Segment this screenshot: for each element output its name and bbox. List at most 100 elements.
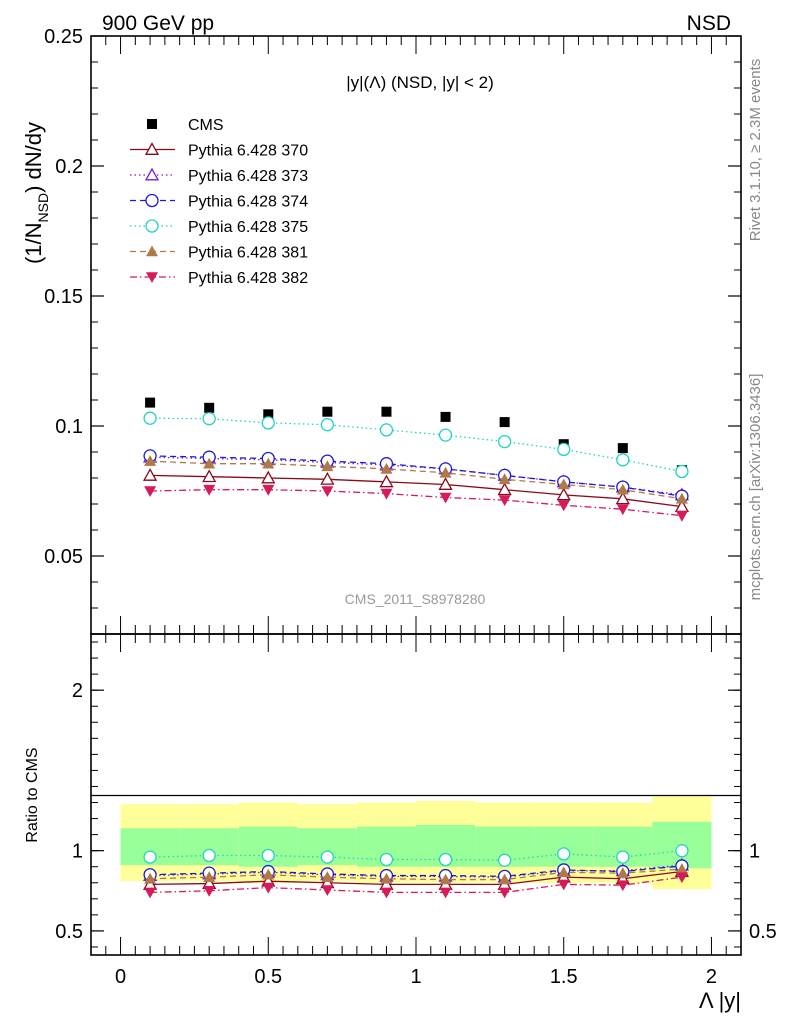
x-tick-label: 1: [410, 966, 421, 988]
y-tick-label-right: 1: [749, 841, 760, 863]
x-tick-label: 0: [115, 966, 126, 988]
data-point: [145, 219, 159, 233]
main-y-axis-label: (1/NNSD) dN/dy: [21, 122, 51, 264]
legend-label: Pythia 6.428 370: [188, 143, 308, 160]
series-line: [150, 864, 682, 878]
data-point: [320, 850, 335, 864]
data-point: [145, 193, 159, 208]
data-point: [320, 418, 335, 432]
rivet-version-text: Rivet 3.1.10, ≥ 2.3M events: [747, 59, 764, 242]
data-point: [675, 464, 689, 479]
legend-item: Pythia 6.428 374: [130, 194, 308, 211]
data-point: [557, 478, 570, 490]
series-pythia-6-428-375: [143, 844, 689, 867]
data-point: [321, 460, 334, 472]
data-point: [380, 887, 393, 899]
data-point: [146, 245, 158, 257]
data-point: [379, 423, 394, 437]
data-point: [438, 428, 453, 442]
data-point: [202, 469, 217, 483]
main-axes: 0.05 0.1 0.15 0.2 0.25: [44, 26, 742, 635]
data-point: [497, 853, 512, 867]
series-line: [150, 455, 683, 497]
series-pythia-6-428-373: [142, 449, 690, 501]
data-point: [144, 142, 160, 155]
legend-item: Pythia 6.428 370: [130, 142, 308, 160]
data-point: [322, 406, 333, 417]
data-point: [617, 443, 628, 454]
data-point: [142, 468, 158, 481]
series-pythia-6-428-370: [142, 468, 690, 513]
data-point: [262, 882, 275, 894]
data-point: [262, 457, 275, 469]
data-point: [439, 873, 452, 885]
ratio-plot-border: [90, 633, 742, 956]
legend-item: Pythia 6.428 373: [130, 167, 308, 185]
series-pythia-6-428-382: [144, 484, 688, 522]
data-point: [144, 167, 160, 181]
data-point: [321, 885, 334, 896]
data-point: [144, 486, 157, 497]
series-line: [150, 868, 682, 881]
header-left: 900 GeV pp: [102, 12, 214, 35]
data-point: [556, 487, 571, 501]
series-cms: [145, 397, 687, 476]
series-line: [150, 460, 683, 500]
data-point: [439, 492, 452, 504]
data-point: [262, 868, 275, 880]
data-point: [204, 402, 215, 413]
data-point: [440, 411, 451, 422]
series-line: [150, 417, 683, 473]
data-point: [263, 409, 274, 420]
data-point: [203, 457, 216, 469]
data-point: [498, 495, 511, 507]
data-point: [143, 411, 157, 425]
data-point: [261, 416, 275, 430]
data-point: [320, 471, 335, 485]
data-point: [497, 482, 512, 496]
data-point: [261, 848, 275, 863]
main-series-group: [142, 397, 690, 522]
data-point: [499, 417, 510, 428]
series-line: [150, 489, 682, 517]
series-pythia-6-428-375: [143, 411, 689, 479]
data-point: [498, 473, 511, 485]
data-point: [616, 867, 629, 878]
data-point: [675, 872, 688, 884]
data-point: [557, 500, 570, 512]
series-pythia-6-428-374: [143, 449, 689, 503]
data-point: [438, 852, 453, 867]
ratio-series-group: [142, 844, 690, 899]
legend-item: CMS: [147, 117, 224, 134]
data-point: [380, 462, 393, 474]
y-tick-label: 0.25: [44, 26, 83, 48]
data-point: [261, 470, 276, 484]
legend-label: Pythia 6.428 374: [188, 194, 308, 211]
data-point: [675, 863, 688, 874]
series-line: [150, 456, 682, 496]
data-point: [675, 844, 689, 858]
data-point: [380, 872, 393, 884]
data-point: [439, 887, 452, 899]
ratio-plot-frame: [90, 633, 742, 956]
ratio-band-inner: [534, 826, 594, 867]
data-point: [202, 848, 216, 863]
x-axis-label: Λ |y|: [699, 988, 741, 1013]
data-point: [379, 474, 394, 488]
y-tick-label: 0.2: [55, 156, 83, 178]
data-point: [557, 442, 571, 457]
data-point: [616, 504, 629, 516]
y-tick-label: 2: [72, 680, 83, 702]
data-point: [145, 397, 156, 408]
data-point: [439, 466, 452, 478]
ratio-y-axis-label: Ratio to CMS: [24, 747, 41, 842]
legend-label: Pythia 6.428 382: [188, 270, 308, 287]
y-tick-label: 0.5: [55, 921, 83, 943]
data-point: [381, 406, 392, 417]
legend-label: Pythia 6.428 375: [188, 219, 308, 236]
y-tick-label: 0.15: [44, 286, 83, 308]
data-point: [675, 510, 688, 522]
data-point: [438, 477, 453, 490]
data-point: [144, 455, 157, 466]
